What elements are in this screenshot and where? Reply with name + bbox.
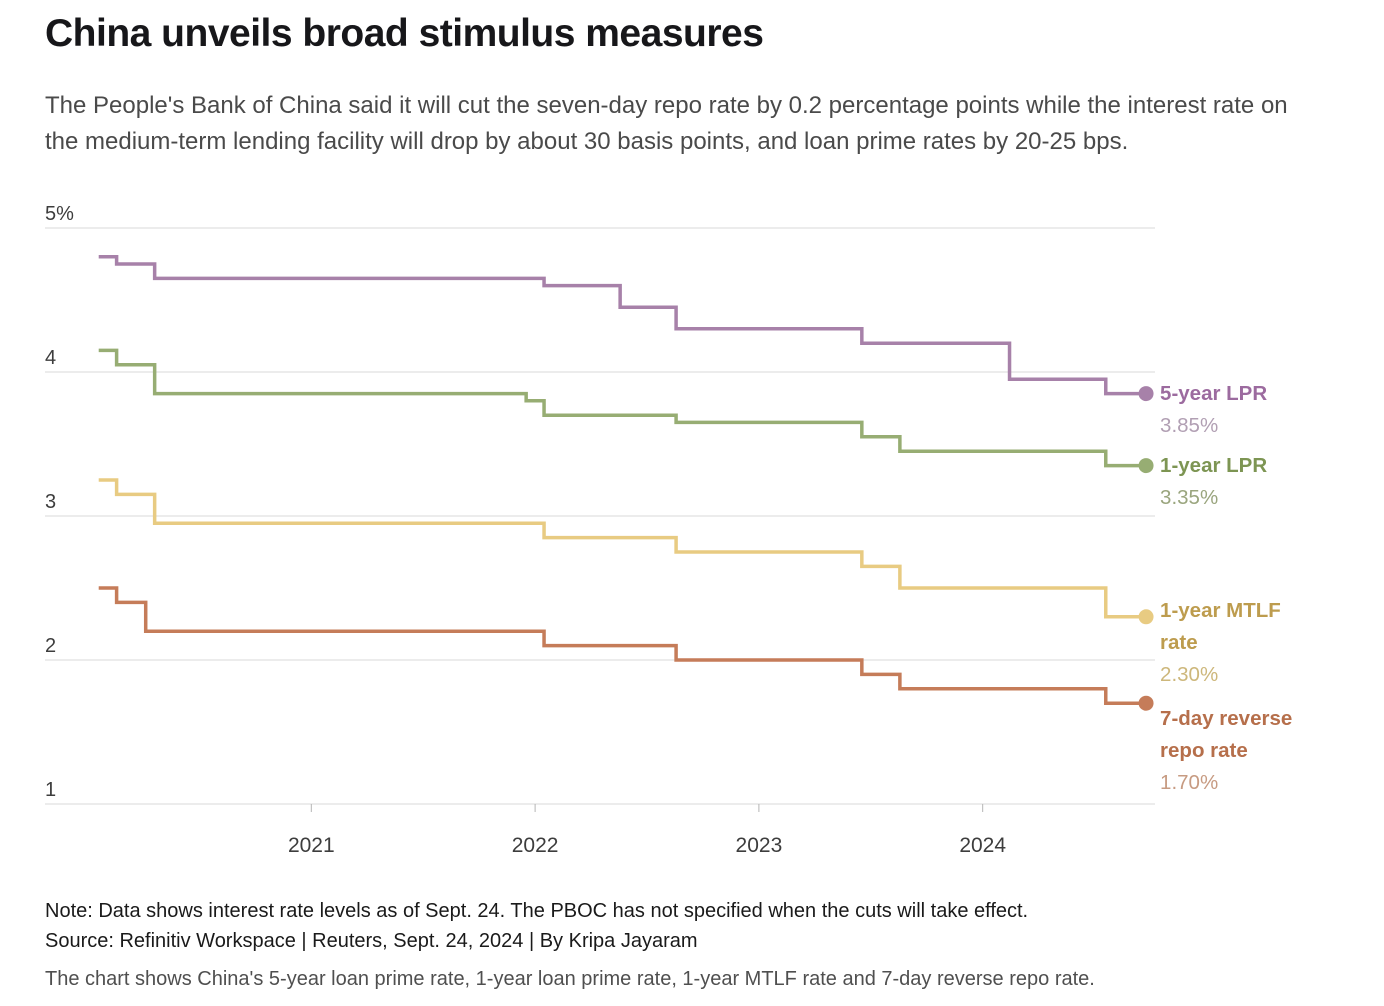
series-line-7-day-reverse-repo — [98, 586, 1147, 705]
y-axis-tick-label: 1 — [45, 779, 56, 801]
series-endpoint-dot-1-year-lpr — [1138, 458, 1154, 474]
chart-subtitle: The People's Bank of China said it will … — [45, 92, 1288, 155]
series-label-1-year-lpr: 1-year LPR 3.35% — [1160, 450, 1322, 514]
chart-caption: The chart shows China's 5-year loan prim… — [45, 968, 1095, 990]
series-name: 7-day reverse repo rate — [1160, 707, 1293, 763]
x-axis-tick-label: 2023 — [736, 834, 783, 857]
series-line-1-year-lpr — [98, 348, 1147, 468]
series-label-7-day-reverse-repo: 7-day reverse repo rate 1.70% — [1160, 703, 1322, 799]
series-line-1-year-mtlf — [98, 478, 1147, 619]
x-axis-tick-label: 2022 — [512, 834, 559, 857]
series-endpoint-dot-5-year-lpr — [1138, 386, 1154, 402]
series-end-value: 3.35% — [1160, 485, 1219, 509]
series-end-value: 1.70% — [1160, 771, 1219, 795]
chart-note: Note: Data shows interest rate levels as… — [45, 900, 1029, 922]
series-name: 1-year LPR — [1160, 453, 1268, 477]
series-name: 1-year MTLF rate — [1160, 598, 1281, 654]
series-label-1-year-mtlf: 1-year MTLF rate 2.30% — [1160, 595, 1322, 691]
y-axis-tick-label: 5% — [45, 203, 74, 225]
series-end-value: 3.85% — [1160, 413, 1219, 437]
series-label-5-year-lpr: 5-year LPR 3.85% — [1160, 378, 1322, 442]
series-endpoint-dot-1-year-mtlf — [1138, 609, 1154, 625]
x-axis-tick-label: 2021 — [288, 834, 335, 857]
series-line-5-year-lpr — [98, 255, 1147, 396]
y-axis-tick-label: 2 — [45, 635, 56, 657]
series-name: 5-year LPR — [1160, 381, 1268, 405]
chart-title: China unveils broad stimulus measures — [45, 12, 764, 55]
x-axis-tick-label: 2024 — [959, 834, 1006, 857]
y-axis-tick-label: 3 — [45, 491, 56, 513]
series-endpoint-dot-7-day-reverse-repo — [1138, 695, 1154, 711]
chart-source: Source: Refinitiv Workspace | Reuters, S… — [45, 930, 698, 952]
y-axis-tick-label: 4 — [45, 347, 56, 369]
series-end-value: 2.30% — [1160, 662, 1219, 686]
